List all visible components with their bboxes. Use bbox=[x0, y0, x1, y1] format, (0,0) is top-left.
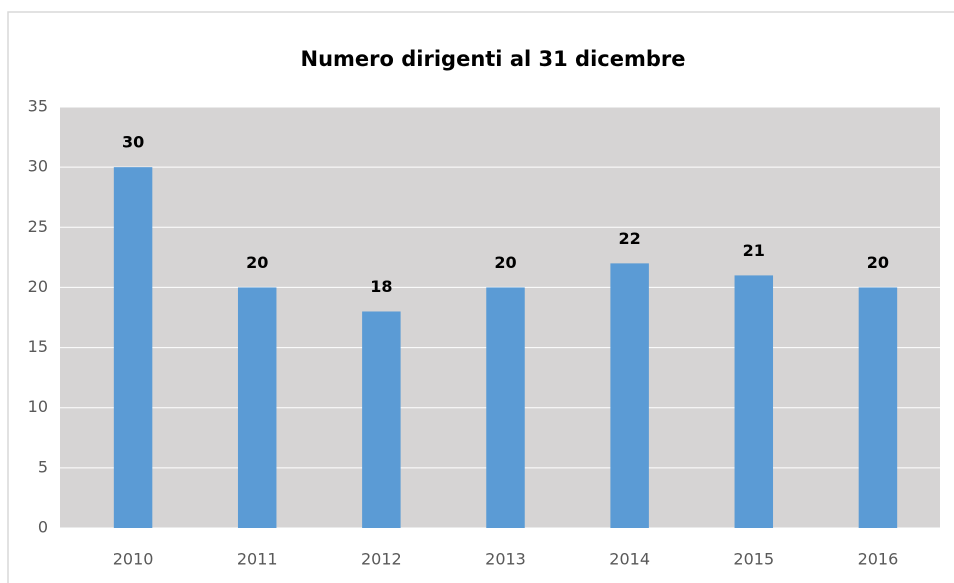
x-tick-label: 2012 bbox=[361, 550, 402, 569]
bar bbox=[734, 275, 774, 528]
bar bbox=[237, 287, 277, 528]
data-label: 20 bbox=[867, 253, 889, 272]
bar bbox=[858, 287, 898, 528]
y-tick-label: 20 bbox=[28, 277, 48, 296]
x-tick-label: 2011 bbox=[237, 550, 278, 569]
y-tick-label: 35 bbox=[28, 97, 48, 116]
data-label: 20 bbox=[494, 253, 516, 272]
x-tick-label: 2016 bbox=[858, 550, 899, 569]
data-label: 22 bbox=[619, 229, 641, 248]
data-label: 20 bbox=[246, 253, 268, 272]
x-tick-label: 2013 bbox=[485, 550, 526, 569]
bar bbox=[610, 263, 649, 528]
x-tick-label: 2014 bbox=[609, 550, 650, 569]
y-tick-label: 5 bbox=[38, 457, 48, 476]
y-tick-label: 25 bbox=[28, 217, 48, 236]
y-tick-label: 0 bbox=[38, 518, 48, 537]
y-tick-label: 10 bbox=[28, 397, 48, 416]
bar bbox=[486, 287, 525, 528]
data-label: 21 bbox=[743, 241, 765, 260]
data-label: 18 bbox=[370, 277, 392, 296]
x-tick-label: 2010 bbox=[113, 550, 154, 569]
data-label: 30 bbox=[122, 133, 144, 152]
bar bbox=[113, 167, 153, 528]
y-tick-label: 30 bbox=[28, 157, 48, 176]
chart-title: Numero dirigenti al 31 dicembre bbox=[301, 47, 686, 71]
y-tick-label: 15 bbox=[28, 337, 48, 356]
x-tick-label: 2015 bbox=[733, 550, 774, 569]
bar bbox=[362, 311, 401, 528]
